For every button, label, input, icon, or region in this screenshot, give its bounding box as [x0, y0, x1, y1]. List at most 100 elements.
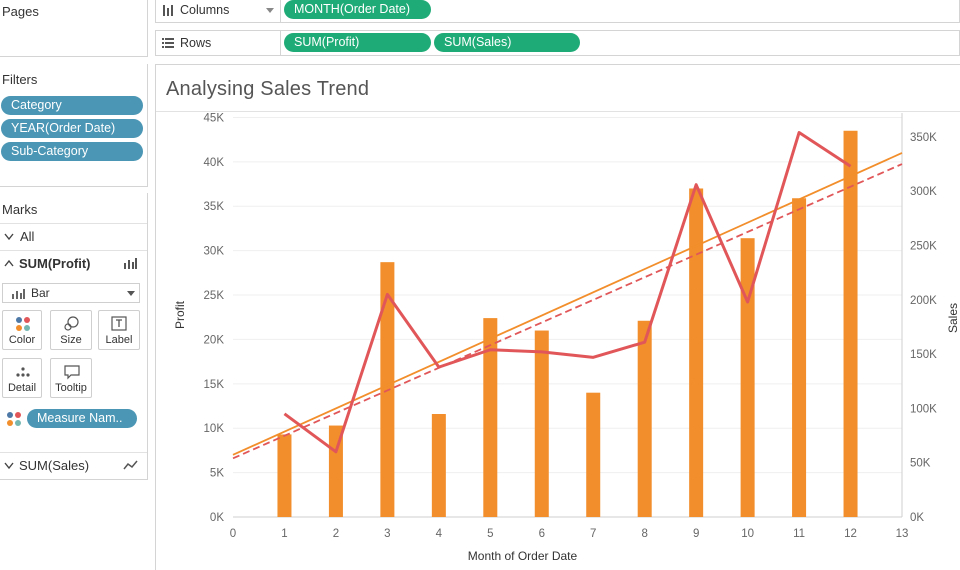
x-tick-label: 6	[539, 528, 545, 540]
rows-label: Rows	[180, 36, 212, 50]
y-tick-label-right: 50K	[910, 458, 931, 470]
shelf-divider	[280, 31, 281, 55]
y-tick-label-right: 100K	[910, 403, 937, 415]
x-tick-label: 0	[230, 528, 236, 540]
profit-bar	[689, 188, 704, 517]
bar-chart-icon	[12, 289, 25, 299]
x-tick-label: 9	[693, 528, 699, 540]
color-label: Color	[8, 334, 36, 346]
detail-icon	[16, 367, 30, 377]
detail-button[interactable]: Detail	[2, 358, 42, 398]
profit-bar	[277, 434, 292, 517]
mark-type-dropdown[interactable]: Bar	[2, 283, 140, 303]
y-tick-label-left: 15K	[204, 379, 225, 391]
x-tick-label: 3	[384, 528, 390, 540]
tooltip-label: Tooltip	[55, 382, 87, 394]
x-tick-label: 8	[641, 528, 647, 540]
x-tick-label: 5	[487, 528, 493, 540]
shelf-divider	[280, 0, 281, 22]
tooltip-icon	[64, 365, 80, 380]
measure-names-pill[interactable]: Measure Nam..	[27, 409, 137, 428]
y-tick-label-right: 250K	[910, 240, 937, 252]
rows-pill-profit-label: SUM(Profit)	[294, 35, 360, 49]
filter-sub-category[interactable]: Sub-Category	[1, 142, 143, 161]
view-area: Analysing Sales Trend	[155, 64, 960, 570]
rows-sum-sales-pill[interactable]: SUM(Sales)	[434, 33, 580, 52]
marks-all-row[interactable]: All	[0, 224, 147, 250]
y-tick-label-left: 10K	[204, 423, 225, 435]
rows-pill-sales-label: SUM(Sales)	[444, 35, 512, 49]
profit-bar	[792, 198, 807, 517]
y-tick-label-right: 150K	[910, 349, 937, 361]
chevron-up-icon	[4, 259, 14, 267]
x-axis-title: Month of Order Date	[468, 549, 578, 563]
size-icon	[64, 316, 79, 331]
pages-panel: Pages	[0, 0, 148, 57]
columns-pill-label: MONTH(Order Date)	[294, 2, 410, 16]
profit-bar	[534, 330, 549, 517]
color-legend-icon	[7, 412, 21, 426]
detail-label: Detail	[7, 382, 37, 394]
rows-sum-profit-pill[interactable]: SUM(Profit)	[284, 33, 431, 52]
chevron-down-icon	[4, 462, 14, 470]
columns-label: Columns	[180, 3, 230, 17]
sales-line	[283, 131, 852, 454]
label-label: Label	[105, 334, 133, 346]
filters-title: Filters	[2, 72, 38, 87]
filter-year-label: YEAR(Order Date)	[11, 121, 116, 135]
y-tick-label-left: 5K	[210, 468, 224, 480]
measure-names-label: Measure Nam..	[37, 411, 123, 425]
y-tick-label-left: 30K	[204, 246, 225, 258]
y-tick-label-right: 300K	[910, 186, 937, 198]
marks-sum-profit-row[interactable]: SUM(Profit)	[0, 251, 147, 277]
y-axis-title-left: Profit	[173, 300, 187, 329]
columns-month-order-date-pill[interactable]: MONTH(Order Date)	[284, 0, 431, 19]
y-tick-label-left: 25K	[204, 290, 225, 302]
filter-sub-category-label: Sub-Category	[11, 144, 89, 158]
y-tick-label-left: 0K	[210, 512, 224, 524]
x-tick-label: 10	[741, 528, 754, 540]
x-tick-label: 7	[590, 528, 596, 540]
color-icon	[16, 317, 30, 331]
filter-year-order-date[interactable]: YEAR(Order Date)	[1, 119, 143, 138]
sheet-title: Analysing Sales Trend	[166, 78, 370, 100]
tooltip-button[interactable]: Tooltip	[50, 358, 92, 398]
x-tick-label: 1	[281, 528, 287, 540]
profit-bar	[483, 318, 498, 517]
profit-bar	[843, 130, 858, 517]
filter-category-label: Category	[11, 98, 62, 112]
pages-title: Pages	[2, 4, 39, 19]
text-label-icon	[111, 316, 127, 331]
marks-title: Marks	[2, 202, 38, 217]
x-tick-label: 12	[844, 528, 857, 540]
y-tick-label-right: 350K	[910, 132, 937, 144]
profit-bar	[431, 414, 446, 517]
label-button[interactable]: Label	[98, 310, 140, 350]
chart: 0K5K10K15K20K25K30K35K40K45K0K50K100K150…	[173, 112, 960, 563]
bar-chart-icon	[124, 258, 137, 269]
x-tick-label: 11	[793, 528, 805, 540]
y-tick-label-left: 20K	[204, 334, 225, 346]
y-tick-label-right: 0K	[910, 512, 924, 524]
profit-bar	[740, 238, 755, 517]
chevron-down-icon	[4, 233, 14, 241]
rows-shelf[interactable]: Rows SUM(Profit) SUM(Sales)	[155, 30, 960, 56]
size-label: Size	[60, 334, 82, 346]
columns-shelf[interactable]: Columns MONTH(Order Date)	[155, 0, 960, 23]
filters-panel: Filters Category YEAR(Order Date) Sub-Ca…	[0, 64, 148, 187]
columns-icon	[163, 5, 173, 16]
y-tick-label-right: 200K	[910, 295, 937, 307]
marks-panel: Marks All SUM(Profit) Bar Color Size Lab…	[0, 193, 148, 480]
y-tick-label-left: 40K	[204, 157, 225, 169]
profit-bar	[637, 320, 652, 517]
marks-sum-sales-row[interactable]: SUM(Sales)	[0, 453, 147, 479]
marks-sum-profit-label: SUM(Profit)	[19, 256, 91, 271]
caret-down-icon	[127, 291, 135, 296]
profit-bar	[586, 392, 601, 517]
filter-category[interactable]: Category	[1, 96, 143, 115]
size-button[interactable]: Size	[50, 310, 92, 350]
divider	[0, 223, 147, 224]
x-tick-label: 2	[333, 528, 339, 540]
x-tick-label: 13	[896, 528, 909, 540]
color-button[interactable]: Color	[2, 310, 42, 350]
